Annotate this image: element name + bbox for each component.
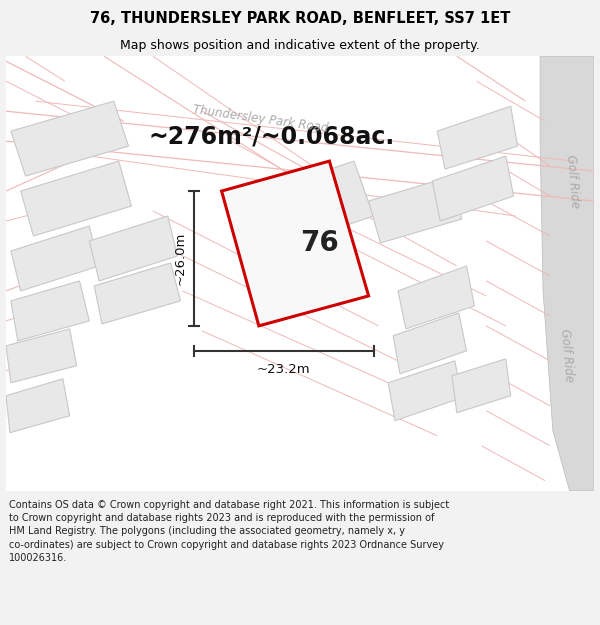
Text: 76: 76 [300, 229, 338, 258]
Text: ~276m²/~0.068ac.: ~276m²/~0.068ac. [148, 124, 394, 148]
Text: Contains OS data © Crown copyright and database right 2021. This information is : Contains OS data © Crown copyright and d… [9, 500, 449, 563]
Text: Thundersley Park Road: Thundersley Park Road [193, 103, 329, 135]
Polygon shape [6, 56, 594, 491]
Polygon shape [393, 313, 467, 374]
Text: 76, THUNDERSLEY PARK ROAD, BENFLEET, SS7 1ET: 76, THUNDERSLEY PARK ROAD, BENFLEET, SS7… [90, 11, 510, 26]
Polygon shape [540, 56, 594, 491]
Polygon shape [437, 106, 518, 169]
Polygon shape [11, 226, 99, 291]
Polygon shape [433, 156, 514, 221]
Polygon shape [6, 379, 70, 432]
Polygon shape [89, 216, 178, 281]
Text: ~26.0m: ~26.0m [173, 232, 187, 285]
Polygon shape [236, 161, 374, 256]
Text: Golf Ride: Golf Ride [558, 329, 575, 383]
Polygon shape [21, 161, 131, 236]
Text: Map shows position and indicative extent of the property.: Map shows position and indicative extent… [120, 39, 480, 51]
Polygon shape [11, 101, 128, 176]
Polygon shape [368, 176, 462, 243]
Polygon shape [398, 266, 475, 329]
Polygon shape [94, 263, 181, 324]
Polygon shape [6, 329, 77, 382]
Polygon shape [11, 281, 89, 341]
Text: ~23.2m: ~23.2m [257, 362, 311, 376]
Polygon shape [221, 161, 368, 326]
Polygon shape [388, 361, 462, 421]
Text: Golf Ride: Golf Ride [563, 154, 581, 208]
Polygon shape [452, 359, 511, 413]
